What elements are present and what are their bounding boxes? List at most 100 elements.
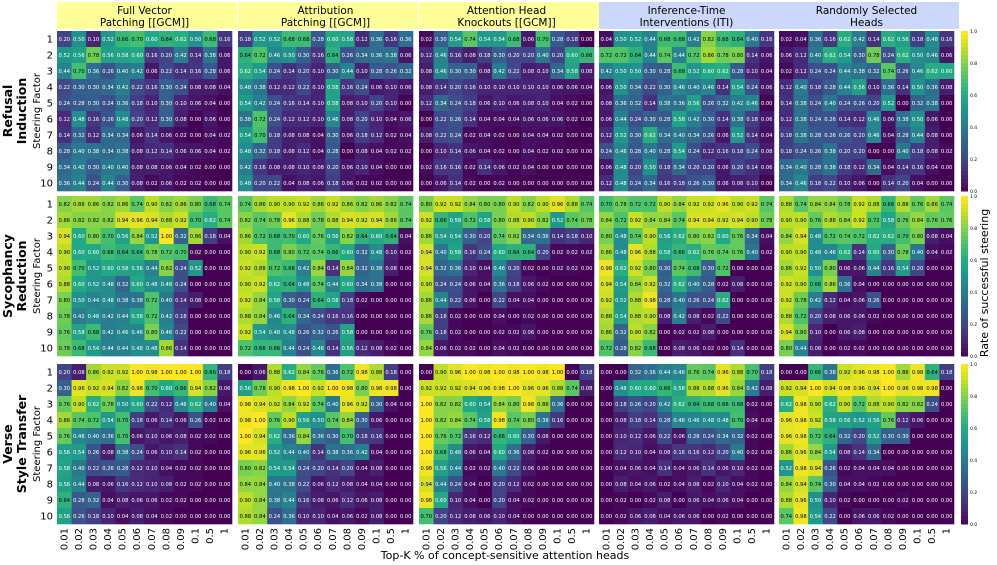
cell-value-label: 0.00 bbox=[912, 282, 924, 288]
heatmap-cell bbox=[793, 143, 809, 160]
heatmap-cell bbox=[144, 111, 160, 128]
heatmap-cell bbox=[715, 364, 731, 381]
cell-value-label: 0.04 bbox=[479, 117, 491, 123]
cell-value-label: 0.98 bbox=[240, 418, 252, 424]
heatmap-cell bbox=[744, 212, 760, 229]
heatmap-cell bbox=[628, 340, 644, 357]
heatmap-cell bbox=[715, 175, 731, 192]
cell-value-label: 0.04 bbox=[761, 234, 773, 240]
cell-value-label: 0.24 bbox=[269, 117, 281, 123]
cell-value-label: 0.64 bbox=[161, 37, 173, 43]
heatmap-cell bbox=[354, 276, 370, 293]
cell-value-label: 0.74 bbox=[781, 514, 793, 520]
heatmap-cell bbox=[866, 79, 882, 96]
heatmap-cell bbox=[310, 47, 326, 64]
heatmap-cell bbox=[86, 412, 102, 429]
cell-value-label: 0.04 bbox=[371, 482, 383, 488]
cell-value-label: 0.72 bbox=[824, 234, 836, 240]
heatmap-cell bbox=[715, 159, 731, 176]
heatmap-cell bbox=[628, 175, 644, 192]
heatmap-cell bbox=[369, 196, 385, 213]
cell-value-label: 0.02 bbox=[781, 37, 793, 43]
heatmap-cell bbox=[354, 364, 370, 381]
cell-value-label: 0.46 bbox=[175, 402, 187, 408]
heatmap-cell bbox=[657, 228, 673, 245]
heatmap-cell bbox=[910, 396, 926, 413]
cell-value-label: 0.04 bbox=[508, 117, 520, 123]
cell-value-label: 0.58 bbox=[342, 37, 354, 43]
heatmap-cell bbox=[86, 492, 102, 509]
heatmap-cell bbox=[851, 292, 867, 309]
heatmap-cell bbox=[369, 492, 385, 509]
cell-value-label: 0.92 bbox=[88, 386, 100, 392]
heatmap-cell bbox=[759, 260, 775, 277]
cell-value-label: 0.24 bbox=[479, 250, 491, 256]
cell-value-label: 0.74 bbox=[508, 418, 520, 424]
heatmap-cell bbox=[793, 340, 809, 357]
heatmap-cell bbox=[491, 324, 507, 341]
heatmap-cell bbox=[744, 444, 760, 461]
cell-value-label: 0.06 bbox=[941, 53, 953, 59]
cell-value-label: 0.54 bbox=[254, 69, 266, 75]
cell-value-label: 0.92 bbox=[781, 298, 793, 304]
y-tick-label: 4 bbox=[47, 248, 53, 259]
heatmap-cell bbox=[202, 196, 218, 213]
cell-value-label: 0.42 bbox=[102, 330, 114, 336]
heatmap-cell bbox=[296, 364, 312, 381]
heatmap-cell bbox=[881, 508, 896, 525]
heatmap-cell bbox=[173, 111, 189, 128]
x-tick-label: 0.01 bbox=[601, 528, 612, 550]
heatmap-cell bbox=[550, 444, 566, 461]
heatmap-cell bbox=[579, 364, 595, 381]
heatmap-cell bbox=[744, 428, 760, 445]
heatmap-cell bbox=[252, 244, 268, 261]
cell-value-label: 0.22 bbox=[435, 133, 447, 139]
heatmap-cell bbox=[671, 127, 687, 144]
heatmap-cell bbox=[238, 340, 253, 357]
heatmap-cell bbox=[671, 412, 687, 429]
cell-value-label: 0.00 bbox=[941, 450, 953, 456]
cell-value-label: 0.14 bbox=[175, 298, 187, 304]
heatmap-cell bbox=[491, 175, 507, 192]
cell-value-label: 0.00 bbox=[385, 514, 397, 520]
heatmap-cell bbox=[202, 31, 218, 48]
heatmap-cell bbox=[895, 159, 911, 176]
heatmap-panel: 0.88 0.74 0.84 0.84 0.78 0.92 0.88 0.66 0.88 0.76… bbox=[779, 196, 955, 357]
cell-value-label: 0.02 bbox=[552, 250, 564, 256]
heatmap-cell bbox=[419, 159, 434, 176]
heatmap-cell bbox=[217, 476, 233, 493]
cell-value-label: 0.00 bbox=[581, 37, 593, 43]
cell-value-label: 0.92 bbox=[254, 250, 266, 256]
heatmap-cell bbox=[100, 292, 116, 309]
heatmap-cell bbox=[613, 476, 629, 493]
heatmap-cell bbox=[238, 396, 253, 413]
heatmap-cell bbox=[383, 143, 399, 160]
heatmap-cell bbox=[779, 244, 794, 261]
cell-value-label: 0.00 bbox=[566, 402, 578, 408]
heatmap-cell bbox=[202, 364, 218, 381]
heatmap-cell bbox=[550, 396, 566, 413]
cell-value-label: 0.00 bbox=[464, 330, 476, 336]
heatmap-cell bbox=[57, 292, 72, 309]
cell-value-label: 0.32 bbox=[73, 133, 85, 139]
cell-value-label: 0.00 bbox=[400, 434, 412, 440]
cell-value-label: 0.52 bbox=[883, 101, 895, 107]
column-title-line: Heads bbox=[850, 17, 883, 29]
heatmap-cell bbox=[779, 260, 794, 277]
heatmap-cell bbox=[924, 364, 940, 381]
cell-value-label: 0.50 bbox=[190, 37, 202, 43]
heatmap-cell bbox=[599, 324, 614, 341]
heatmap-cell bbox=[759, 127, 775, 144]
cell-value-label: 0.96 bbox=[537, 386, 549, 392]
heatmap-cell bbox=[613, 276, 629, 293]
heatmap-cell bbox=[159, 492, 174, 509]
cell-value-label: 0.08 bbox=[146, 165, 158, 171]
cell-value-label: 0.32 bbox=[254, 149, 266, 155]
cell-value-label: 0.16 bbox=[464, 434, 476, 440]
heatmap-cell bbox=[642, 476, 658, 493]
cell-value-label: 0.04 bbox=[175, 165, 187, 171]
cell-value-label: 0.06 bbox=[717, 133, 729, 139]
heatmap-cell bbox=[462, 444, 478, 461]
heatmap-cell bbox=[296, 380, 312, 397]
x-tick-label: 0.06 bbox=[132, 528, 143, 550]
